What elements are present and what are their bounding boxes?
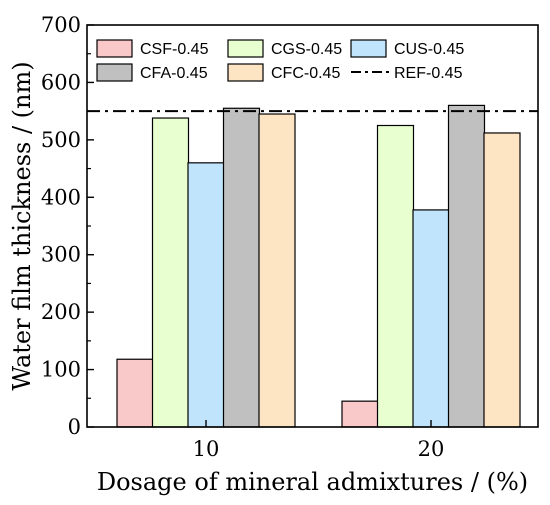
- bar-cus-0-45-20: [412, 209, 450, 428]
- legend-label-cus-0-45: CUS-0.45: [394, 41, 464, 58]
- legend-swatch-cus-0-45: [350, 39, 387, 58]
- bars-layer: [116, 104, 521, 428]
- legend-label-csf-0-45: CSF-0.45: [140, 41, 209, 58]
- legend: CSF-0.45 CGS-0.45 CUS-0.45 CFA-0.45 CFC-0.45…: [96, 39, 464, 82]
- y-axis: 0 100 200 300 400 500 600 700: [41, 13, 94, 439]
- y-tick-label: 700: [41, 13, 81, 37]
- y-tick-label: 500: [41, 128, 81, 152]
- legend-label-cfc-0-45: CFC-0.45: [271, 65, 340, 82]
- x-tick-label: 10: [193, 437, 220, 461]
- y-tick-label: 100: [41, 358, 81, 382]
- legend-swatch-cgs-0-45: [227, 39, 264, 58]
- y-axis-title: Water film thickness / (nm): [8, 61, 36, 390]
- bar-cfa-0-45-20: [447, 104, 486, 428]
- legend-swatch-cfc-0-45: [227, 63, 264, 82]
- legend-swatch-cfa-0-45: [96, 63, 133, 82]
- bar-csf-0-45-20: [341, 400, 379, 428]
- legend-swatch-csf-0-45: [96, 39, 133, 58]
- x-axis-title: Dosage of mineral admixtures / (%): [97, 468, 528, 496]
- y-tick-label: 200: [41, 300, 81, 324]
- bar-cgs-0-45-10: [151, 117, 190, 428]
- legend-label-ref-0-45: REF-0.45: [394, 65, 463, 82]
- y-tick-label: 0: [68, 415, 81, 439]
- bar-csf-0-45-10: [116, 358, 154, 428]
- y-tick-label: 600: [41, 70, 81, 94]
- x-tick-label: 20: [418, 437, 445, 461]
- bar-cfc-0-45-10: [258, 113, 296, 428]
- bar-cgs-0-45-20: [376, 124, 415, 428]
- bar-cus-0-45-10: [187, 162, 225, 428]
- x-axis: 10 20: [193, 420, 445, 461]
- y-tick-label: 300: [41, 243, 81, 267]
- legend-label-cfa-0-45: CFA-0.45: [140, 65, 208, 82]
- y-tick-label: 400: [41, 185, 81, 209]
- legend-label-cgs-0-45: CGS-0.45: [271, 41, 342, 58]
- bar-cfa-0-45-10: [222, 107, 261, 428]
- bar-cfc-0-45-20: [483, 132, 521, 428]
